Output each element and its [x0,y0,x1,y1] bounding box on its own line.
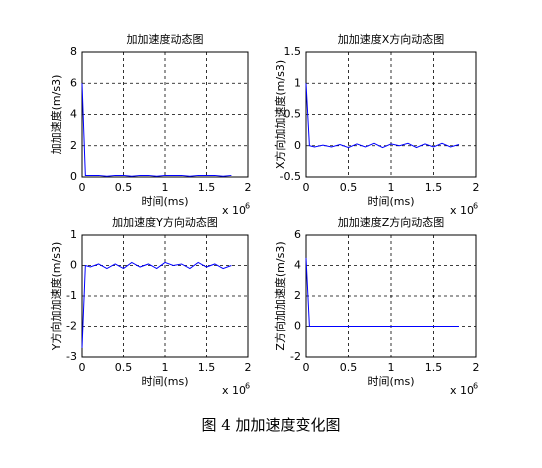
y-tick-label: -2 [290,350,301,363]
y-axis-label: Y方向加加速度(m/s3) [49,242,63,351]
y-tick-label: 1.5 [284,45,302,58]
y-axis-label: 加加速度(m/s3) [49,75,63,155]
x-tick-label: 0 [303,181,310,194]
x-tick-label: 0 [79,361,86,374]
x-multiplier-exp: 6 [473,382,478,391]
y-tick-label: 6 [70,76,77,89]
x-multiplier: x 10 [450,204,474,217]
y-tick-label: -2 [66,320,77,333]
y-tick-label: 6 [294,228,301,241]
y-tick-label: 0 [70,259,77,272]
axes-frame [81,51,249,178]
subplot-title: 加加速度动态图 [127,32,204,46]
subplot-title: 加加速度Z方向动态图 [338,215,445,229]
x-tick-label: 1.5 [425,361,443,374]
y-tick-label: 2 [70,139,77,152]
data-line [305,83,460,149]
y-tick-label: -1 [66,289,77,302]
y-tick-label: 2 [294,289,301,302]
x-tick-label: 2 [245,361,252,374]
y-tick-label: 8 [70,45,77,58]
data-line [81,83,232,177]
x-tick-label: 1 [388,361,395,374]
subplot-title: 加加速度Y方向动态图 [112,215,218,229]
x-multiplier-exp: 6 [245,202,250,211]
y-tick-label: 4 [70,108,77,121]
x-tick-label: 2 [245,181,252,194]
y-tick-label: 1 [70,228,77,241]
x-tick-label: 1.5 [425,181,443,194]
x-axis-label: 时间(ms) [367,375,414,388]
x-tick-label: 2 [473,361,480,374]
y-tick-label: 0 [294,320,301,333]
axes-frame [305,51,477,178]
y-tick-label: 0.5 [284,108,302,121]
x-multiplier: x 10 [222,384,246,397]
x-tick-label: 0.5 [115,181,133,194]
x-multiplier-exp: 6 [245,382,250,391]
x-tick-label: 0 [79,181,86,194]
data-line [81,261,232,348]
x-multiplier: x 10 [450,384,474,397]
y-tick-label: -3 [66,350,77,363]
y-axis-label: X方向加加速度(m/s3) [273,60,287,169]
axes-frame [81,234,249,358]
x-tick-label: 1 [162,361,169,374]
y-axis-label: Z方向加加速度(m/s3) [273,241,287,350]
x-tick-label: 0.5 [340,181,358,194]
x-axis-label: 时间(ms) [141,195,188,208]
y-tick-label: 1 [294,76,301,89]
x-tick-label: 0.5 [115,361,133,374]
x-tick-label: 0 [303,361,310,374]
x-tick-label: 1.5 [198,181,216,194]
y-tick-label: 0 [70,170,77,183]
x-tick-label: 1.5 [198,361,216,374]
x-multiplier: x 10 [222,204,246,217]
subplot-title: 加加速度X方向动态图 [338,32,445,46]
subplot: -0.500.511.50 0.5 1 1.5 2加加速度X方向动态图时间(ms)X方向… [273,32,480,217]
y-tick-label: 0 [294,139,301,152]
data-line [305,257,459,327]
figure-caption: 图 4 加加速度变化图 [201,416,340,434]
y-tick-label: -0.5 [280,170,301,183]
x-tick-label: 1 [388,181,395,194]
x-axis-label: 时间(ms) [367,195,414,208]
x-tick-label: 2 [473,181,480,194]
y-tick-label: 4 [294,259,301,272]
x-multiplier-exp: 6 [473,202,478,211]
x-tick-label: 1 [162,181,169,194]
x-axis-label: 时间(ms) [141,375,188,388]
axes-frame [305,234,477,358]
x-tick-label: 0.5 [340,361,358,374]
